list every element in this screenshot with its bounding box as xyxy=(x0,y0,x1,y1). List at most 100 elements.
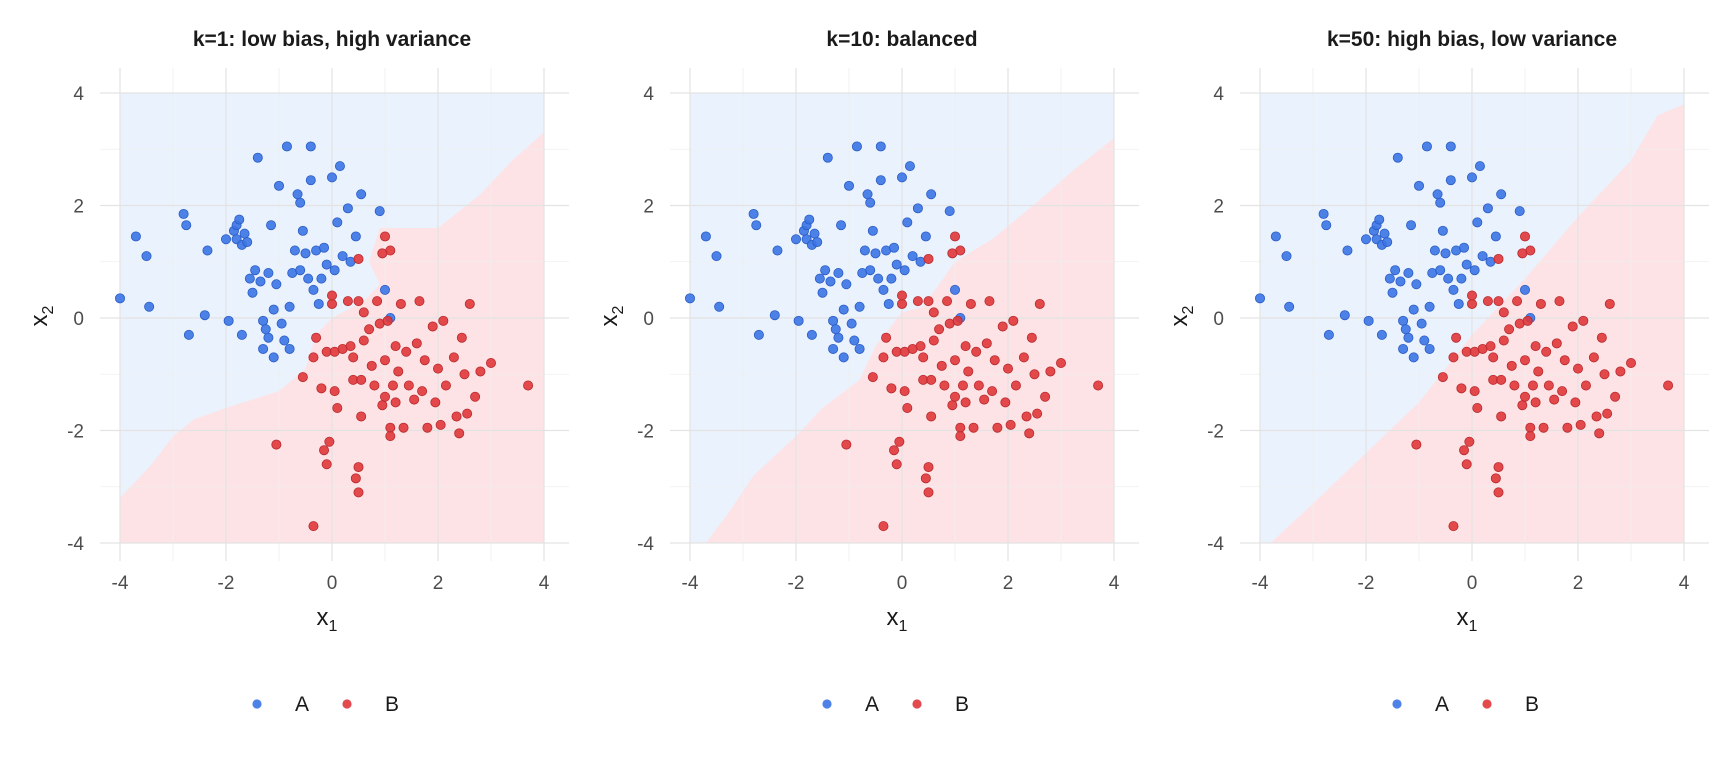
point-class-a xyxy=(292,189,303,200)
point-class-a xyxy=(141,251,152,262)
point-class-a xyxy=(258,343,269,354)
point-class-a xyxy=(828,315,839,326)
point-class-a xyxy=(1374,214,1385,225)
point-class-b xyxy=(456,332,467,343)
point-class-b xyxy=(1459,445,1470,456)
point-class-a xyxy=(239,228,250,239)
point-class-a xyxy=(1387,287,1398,298)
point-class-a xyxy=(1270,231,1281,242)
panel-1: k=1: low bias, high variance -4 -2 0 2 4 -4 -2 0… xyxy=(26,28,569,716)
point-class-b xyxy=(1525,431,1536,442)
point-class-b xyxy=(1498,335,1509,346)
point-class-a xyxy=(350,231,361,242)
point-class-b xyxy=(1040,391,1051,402)
point-class-b xyxy=(1615,366,1626,377)
panel-3: k=50: high bias, low variance -4 -2 0 2 4 -4 -2… xyxy=(1166,28,1709,716)
point-class-b xyxy=(881,332,892,343)
point-class-b xyxy=(1591,411,1602,422)
point-class-b xyxy=(963,366,974,377)
point-class-b xyxy=(1493,253,1504,264)
point-class-a xyxy=(902,217,913,228)
point-class-a xyxy=(820,265,831,276)
point-class-a xyxy=(144,301,155,312)
y-tick-label: -4 xyxy=(67,534,84,555)
point-class-a xyxy=(867,225,878,236)
point-class-b xyxy=(385,431,396,442)
point-class-b xyxy=(401,346,412,357)
point-class-b xyxy=(390,341,401,352)
point-class-b xyxy=(984,296,995,307)
point-class-b xyxy=(353,462,364,473)
point-class-a xyxy=(379,284,390,295)
y-tick-label: 4 xyxy=(1213,84,1224,105)
point-class-a xyxy=(273,180,284,191)
point-class-b xyxy=(316,383,327,394)
point-class-b xyxy=(459,369,470,380)
point-class-a xyxy=(1255,293,1266,304)
point-class-a xyxy=(859,245,870,256)
point-class-a xyxy=(250,265,261,276)
point-class-b xyxy=(1527,380,1538,391)
point-class-a xyxy=(266,220,277,231)
point-class-a xyxy=(271,279,282,290)
point-class-b xyxy=(1496,374,1507,385)
point-class-b xyxy=(1535,298,1546,309)
legend-label-a: A xyxy=(295,693,309,716)
point-class-a xyxy=(1339,310,1350,321)
point-class-a xyxy=(242,237,253,248)
point-class-a xyxy=(1318,208,1329,219)
point-class-a xyxy=(1398,343,1409,354)
point-class-b xyxy=(1557,386,1568,397)
point-class-a xyxy=(220,234,231,245)
point-class-b xyxy=(475,366,486,377)
point-class-b xyxy=(1522,315,1533,326)
point-class-a xyxy=(247,287,258,298)
point-class-b xyxy=(950,231,961,242)
y-axis-label-main: x xyxy=(596,314,623,326)
point-class-a xyxy=(700,231,711,242)
point-class-b xyxy=(894,436,905,447)
point-class-b xyxy=(1032,408,1043,419)
point-class-b xyxy=(923,462,934,473)
point-class-b xyxy=(955,431,966,442)
point-class-b xyxy=(393,366,404,377)
point-class-b xyxy=(1504,324,1515,335)
point-class-b xyxy=(965,298,976,309)
point-class-b xyxy=(1490,473,1501,484)
point-class-a xyxy=(258,315,269,326)
point-class-b xyxy=(902,402,913,413)
point-class-b xyxy=(1610,391,1621,402)
point-class-a xyxy=(865,197,876,208)
point-class-b xyxy=(332,402,343,413)
point-class-b xyxy=(358,335,369,346)
point-class-b xyxy=(1496,411,1507,422)
point-class-a xyxy=(812,237,823,248)
point-class-a xyxy=(183,329,194,340)
point-class-a xyxy=(115,293,126,304)
point-class-b xyxy=(432,363,443,374)
point-class-a xyxy=(1403,267,1414,278)
point-class-a xyxy=(883,298,894,309)
point-class-b xyxy=(915,341,926,352)
point-class-a xyxy=(1445,175,1456,186)
point-class-b xyxy=(997,321,1008,332)
point-class-a xyxy=(1467,172,1478,183)
x-tick-label: 2 xyxy=(433,573,444,594)
point-class-a xyxy=(334,161,345,172)
point-class-b xyxy=(379,231,390,242)
point-class-a xyxy=(828,343,839,354)
point-class-b xyxy=(382,315,393,326)
point-class-a xyxy=(1416,318,1427,329)
point-class-a xyxy=(817,287,828,298)
point-class-b xyxy=(934,324,945,335)
x-tick-label: 0 xyxy=(897,573,908,594)
x-tick-label: 2 xyxy=(1003,573,1014,594)
point-class-b xyxy=(419,355,430,366)
point-class-a xyxy=(1379,228,1390,239)
point-class-b xyxy=(989,355,1000,366)
point-class-b xyxy=(918,352,929,363)
point-class-b xyxy=(1517,400,1528,411)
point-class-b xyxy=(960,397,971,408)
point-class-a xyxy=(814,273,825,284)
